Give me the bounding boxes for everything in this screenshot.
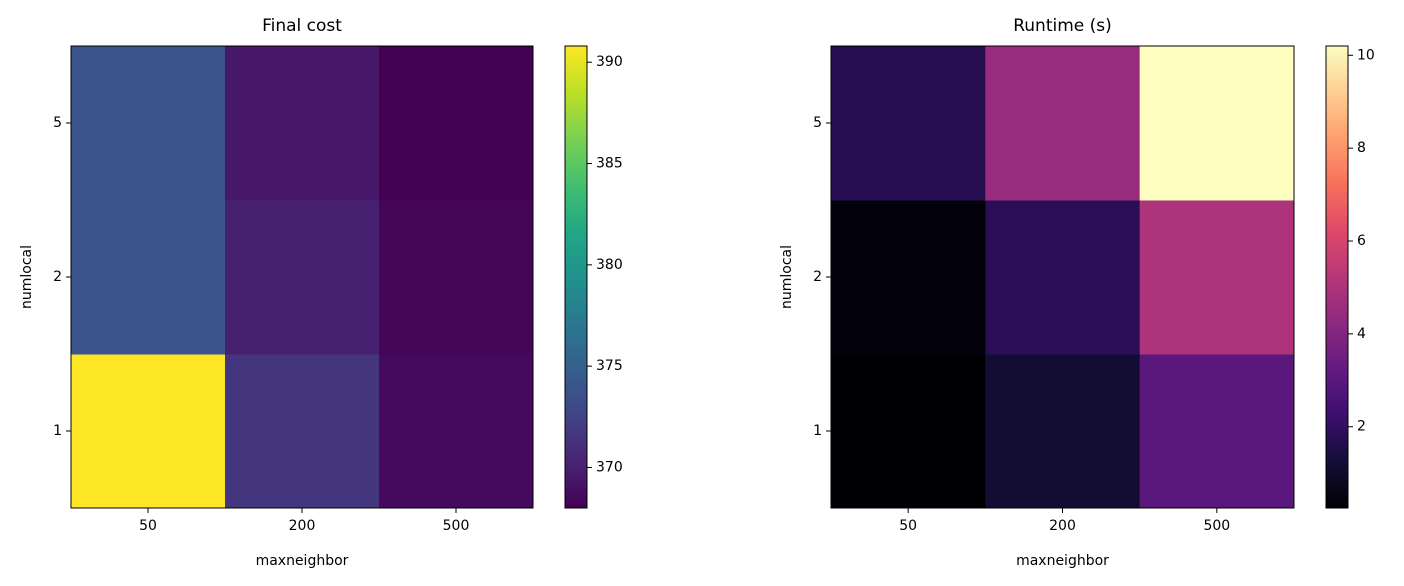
heatmap-cell <box>71 200 226 355</box>
x-tick-label: 50 <box>899 518 917 534</box>
colorbar <box>1325 45 1349 509</box>
heatmap-cell <box>1139 354 1295 509</box>
colorbar-tick-label: 6 <box>1357 233 1366 249</box>
x-tick-label: 50 <box>139 518 157 534</box>
x-axis-label: maxneighbor <box>1016 553 1109 569</box>
heatmap-cell <box>1139 200 1295 355</box>
x-axis-label: maxneighbor <box>256 553 349 569</box>
heatmap-cell <box>71 46 226 201</box>
y-tick-label: 5 <box>53 115 62 131</box>
heatmap-cell <box>831 46 986 201</box>
colorbar-tick-label: 375 <box>596 358 623 374</box>
x-tick-label: 500 <box>443 518 470 534</box>
chart-title: Final cost <box>262 16 342 36</box>
heatmap-cell <box>985 46 1141 201</box>
heatmap-cell <box>379 46 534 201</box>
y-tick-label: 2 <box>813 269 822 285</box>
chart-title: Runtime (s) <box>1013 16 1112 36</box>
heatmap-cell <box>985 200 1141 355</box>
y-tick-label: 5 <box>813 115 822 131</box>
y-tick-label: 1 <box>53 423 62 439</box>
heatmap-cell <box>379 354 534 509</box>
x-tick-label: 200 <box>289 518 316 534</box>
heatmap-cell <box>831 354 986 509</box>
heatmap-cell <box>379 200 534 355</box>
heatmap-cell <box>225 354 380 509</box>
colorbar-tick-label: 8 <box>1357 140 1366 156</box>
x-tick-label: 500 <box>1203 518 1230 534</box>
colorbar-tick-label: 10 <box>1357 47 1375 63</box>
y-axis-label: numlocal <box>779 245 795 309</box>
colorbar-tick-label: 380 <box>596 257 623 273</box>
heatmap-cell <box>71 354 226 509</box>
colorbar-tick-label: 390 <box>596 54 623 70</box>
heatmap-cell <box>985 354 1141 509</box>
colorbar-tick-label: 4 <box>1357 326 1366 342</box>
heatmap-cell <box>225 46 380 201</box>
colorbar <box>564 45 588 509</box>
colorbar-tick-label: 370 <box>596 459 623 475</box>
colorbar-tick-label: 2 <box>1357 419 1366 435</box>
heatmap-cell <box>225 200 380 355</box>
heatmap-cell <box>831 200 986 355</box>
y-axis-label: numlocal <box>19 245 35 309</box>
y-tick-label: 2 <box>53 269 62 285</box>
y-tick-label: 1 <box>813 423 822 439</box>
x-tick-label: 200 <box>1049 518 1076 534</box>
colorbar-tick-label: 385 <box>596 156 623 172</box>
heatmap-cell <box>1139 46 1295 201</box>
